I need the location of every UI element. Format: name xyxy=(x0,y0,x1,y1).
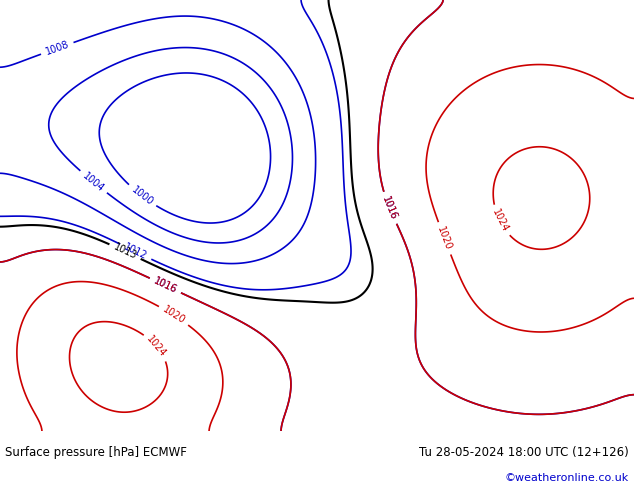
Text: ©weatheronline.co.uk: ©weatheronline.co.uk xyxy=(505,473,629,483)
Text: Tu 28-05-2024 18:00 UTC (12+126): Tu 28-05-2024 18:00 UTC (12+126) xyxy=(419,446,629,459)
Text: 1024: 1024 xyxy=(145,334,169,359)
Text: 1016: 1016 xyxy=(152,276,179,295)
Text: 1008: 1008 xyxy=(44,40,70,57)
Text: 1012: 1012 xyxy=(122,242,149,262)
Text: 1004: 1004 xyxy=(81,171,106,194)
Text: 1013: 1013 xyxy=(112,242,138,261)
Text: 1020: 1020 xyxy=(161,304,187,326)
Text: Surface pressure [hPa] ECMWF: Surface pressure [hPa] ECMWF xyxy=(5,446,187,459)
Text: 1020: 1020 xyxy=(436,225,453,252)
Text: 1016: 1016 xyxy=(380,195,399,221)
Text: 1024: 1024 xyxy=(490,208,510,234)
Text: 1016: 1016 xyxy=(152,276,179,295)
Text: 1016: 1016 xyxy=(380,195,399,221)
Text: 1000: 1000 xyxy=(129,184,155,207)
